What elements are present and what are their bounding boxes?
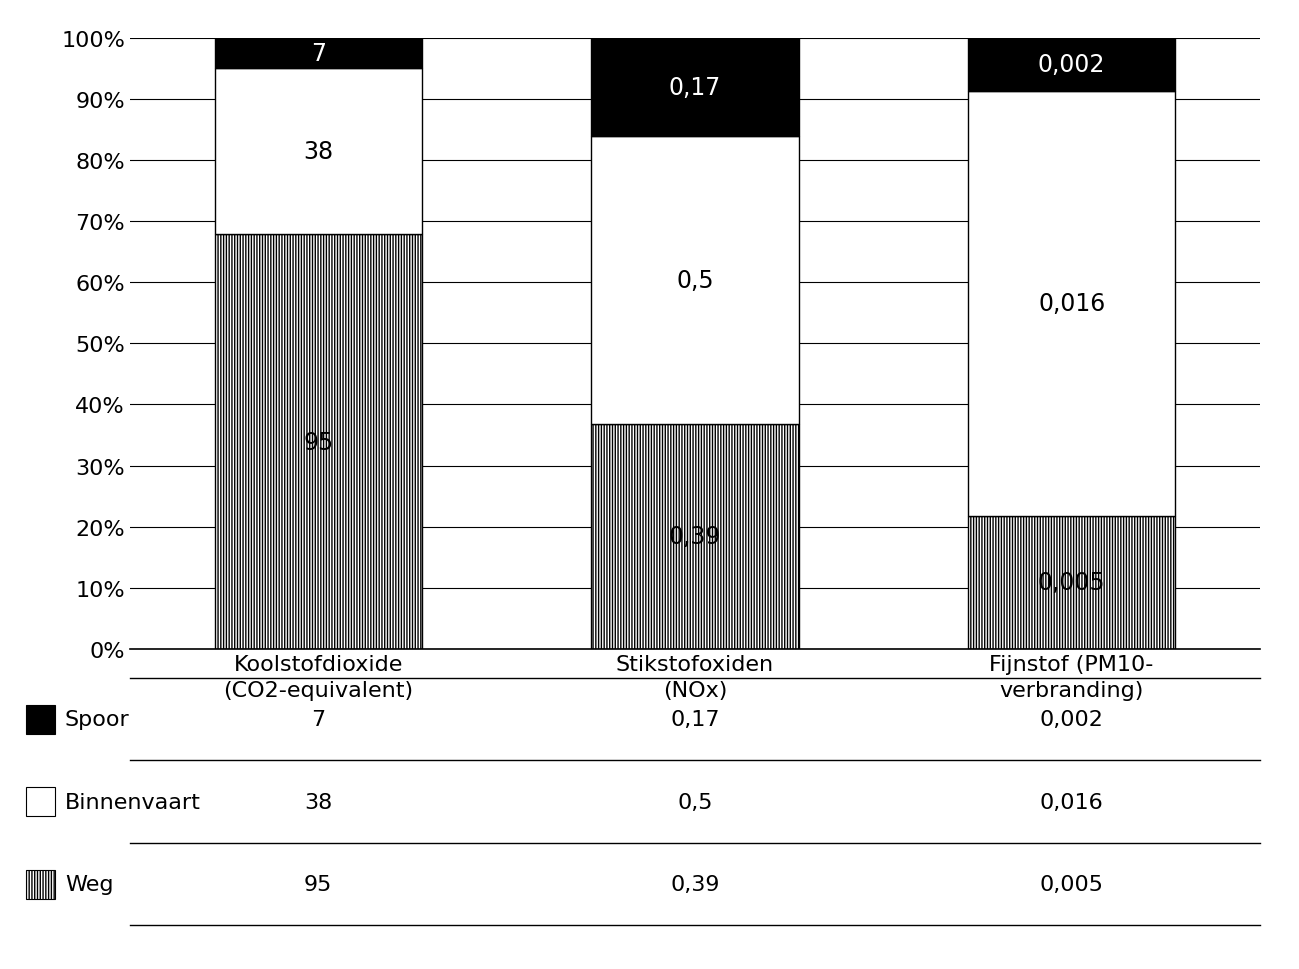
- Text: 7: 7: [310, 42, 326, 66]
- Text: Binnenvaart: Binnenvaart: [65, 792, 201, 812]
- Text: 0,5: 0,5: [677, 792, 713, 812]
- Text: 0,17: 0,17: [669, 76, 721, 100]
- Bar: [214, 39, 422, 70]
- Text: 0,002: 0,002: [1039, 709, 1104, 730]
- Text: 0,005: 0,005: [1039, 874, 1104, 894]
- Text: 0,17: 0,17: [670, 709, 720, 730]
- Bar: [968, 92, 1176, 516]
- Bar: [968, 39, 1176, 92]
- Bar: [591, 137, 799, 424]
- Bar: [214, 70, 422, 235]
- Text: 38: 38: [303, 141, 334, 164]
- Text: 0,002: 0,002: [1038, 53, 1105, 78]
- Text: 0,016: 0,016: [1038, 293, 1105, 316]
- Bar: [591, 39, 799, 137]
- Text: 7: 7: [312, 709, 325, 730]
- Text: 95: 95: [303, 430, 334, 454]
- Bar: [214, 235, 422, 649]
- Text: 0,39: 0,39: [670, 874, 720, 894]
- Text: 0,005: 0,005: [1038, 571, 1105, 595]
- Text: 0,5: 0,5: [677, 268, 713, 293]
- Text: 0,016: 0,016: [1039, 792, 1104, 812]
- Bar: [968, 516, 1176, 649]
- Text: 38: 38: [304, 792, 333, 812]
- Bar: [591, 424, 799, 649]
- Text: Weg: Weg: [65, 874, 113, 894]
- Text: 0,39: 0,39: [669, 525, 721, 548]
- Text: 95: 95: [304, 874, 333, 894]
- Text: Spoor: Spoor: [65, 709, 130, 730]
